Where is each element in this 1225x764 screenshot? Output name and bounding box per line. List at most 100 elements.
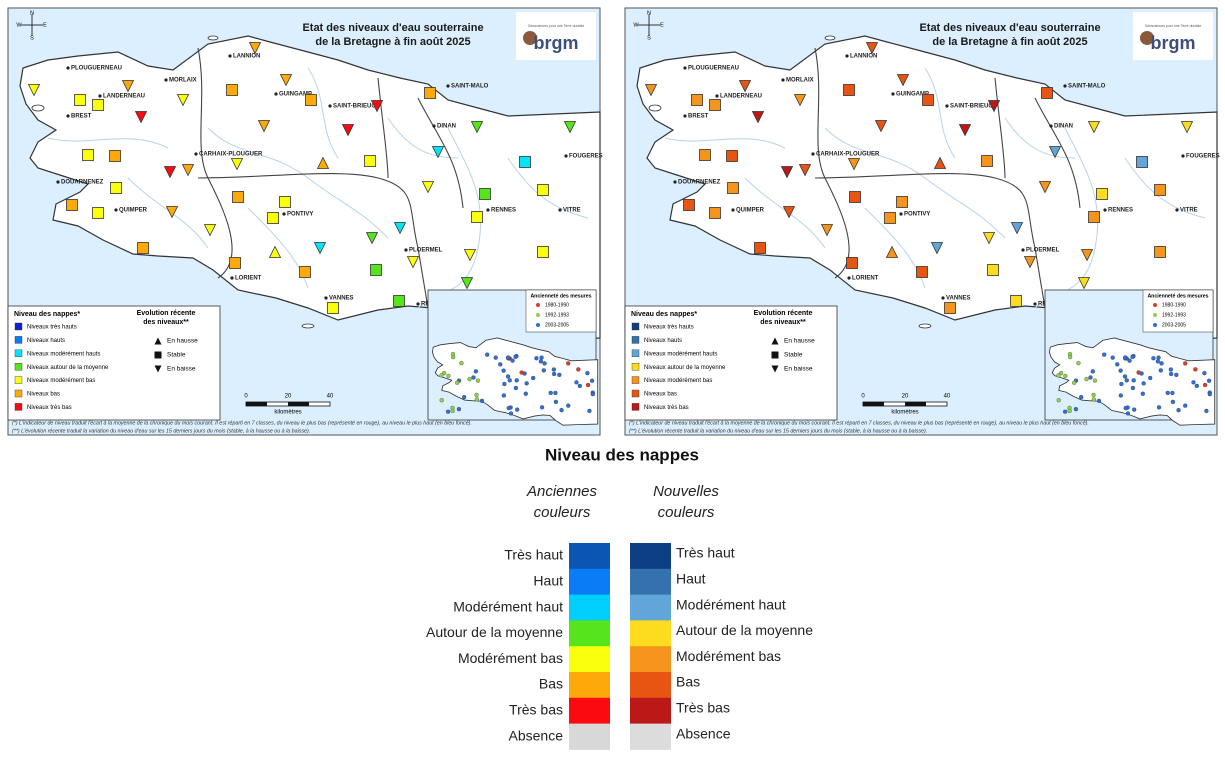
city-dot xyxy=(564,154,568,158)
inset-dot xyxy=(539,405,545,410)
evolution-symbol xyxy=(154,365,162,373)
city-dot xyxy=(98,94,102,98)
station-marker xyxy=(1038,181,1052,194)
inset-dot xyxy=(1115,362,1120,367)
city-dot xyxy=(404,248,408,252)
inset-dot xyxy=(1102,352,1107,357)
station-marker xyxy=(479,188,491,200)
inset-dot xyxy=(1168,367,1173,372)
inset-dot xyxy=(505,374,511,379)
city-dot xyxy=(486,208,490,212)
city-label: BREST xyxy=(688,114,709,120)
station-marker xyxy=(66,199,78,211)
inset-dot xyxy=(510,358,515,363)
compass xyxy=(21,14,43,36)
legend-swatch xyxy=(631,389,640,398)
station-marker xyxy=(751,111,765,124)
station-marker xyxy=(847,158,861,171)
scale-label: 20 xyxy=(902,394,909,400)
city-label: MORLAIX xyxy=(786,78,814,84)
inset-dot xyxy=(493,355,498,360)
city-label: PONTIVY xyxy=(287,212,313,218)
footnote: (*) L'indicateur de niveau traduit l'éca… xyxy=(12,420,472,426)
city-dot xyxy=(1063,84,1067,88)
legend-title: Niveau des nappes* xyxy=(631,311,697,318)
inset-dot xyxy=(1088,375,1093,380)
inset-dot xyxy=(502,381,507,387)
legend-swatch xyxy=(631,322,640,331)
old-label: Autour de la moyenne xyxy=(426,624,563,640)
compass-label: N xyxy=(30,10,34,16)
city-label: QUIMPER xyxy=(736,208,765,214)
inset-dot xyxy=(506,355,511,360)
city-dot xyxy=(1181,154,1185,158)
new-label: Autour de la moyenne xyxy=(676,622,813,638)
city-dot xyxy=(1103,208,1107,212)
city-dot xyxy=(731,208,735,212)
legend-swatch xyxy=(631,349,640,357)
city-dot xyxy=(416,302,420,306)
inset-dot xyxy=(508,411,514,416)
city-label: FOUGERES xyxy=(1186,154,1220,160)
new-label: Bas xyxy=(676,674,700,690)
city-label: SAINT-BRIEUC xyxy=(333,104,376,110)
scale-label: 0 xyxy=(244,394,248,400)
city-dot xyxy=(899,212,903,216)
old-heading: Anciennes xyxy=(526,483,598,500)
old-swatch xyxy=(569,568,610,596)
city-dot xyxy=(324,296,328,300)
city-dot xyxy=(432,124,436,128)
city-dot xyxy=(558,208,562,212)
inset-dot xyxy=(551,367,556,372)
city-label: LANNION xyxy=(850,54,877,60)
inset-dot xyxy=(1091,397,1096,402)
legend-swatch xyxy=(14,336,23,344)
station-marker xyxy=(896,196,908,208)
city-label: LORIENT xyxy=(852,276,879,282)
station-marker xyxy=(738,80,752,93)
footnote: (**) L'évolution récente traduit la vari… xyxy=(12,428,310,434)
inset-legend-dot xyxy=(1153,303,1157,307)
inset-dot xyxy=(485,352,490,357)
river xyxy=(247,207,309,289)
city-dot xyxy=(114,208,118,212)
footnote: (*) L'indicateur de niveau traduit l'éca… xyxy=(629,420,1089,426)
legend-label: Niveaux très bas xyxy=(644,405,689,411)
station-marker xyxy=(846,257,858,269)
city-dot xyxy=(811,152,815,156)
inset-legend-dot xyxy=(536,303,540,307)
city-dot xyxy=(891,92,895,96)
inset-dot xyxy=(1194,383,1199,389)
legend-label: Niveaux bas xyxy=(27,392,60,398)
city-label: LANDERNEAU xyxy=(103,94,145,100)
new-heading: couleurs xyxy=(658,504,715,521)
legend-box xyxy=(624,305,838,421)
inset-dot xyxy=(1110,355,1115,360)
inset-dot xyxy=(1118,393,1123,398)
inset-dot xyxy=(1130,354,1135,359)
old-swatch xyxy=(569,543,610,570)
station-marker xyxy=(279,196,291,208)
inset-dot xyxy=(1127,358,1132,363)
station-marker xyxy=(820,224,834,237)
inset-dot xyxy=(513,354,518,359)
station-marker xyxy=(843,84,855,96)
station-marker xyxy=(691,94,703,106)
legend-label: Niveaux modérément bas xyxy=(27,378,95,384)
inset-dot xyxy=(548,390,553,396)
inset-dot xyxy=(587,408,592,414)
inset-legend-label: 2003-2005 xyxy=(545,322,569,328)
city-label: GUINGAMP xyxy=(279,92,312,98)
legend-label: Niveaux modérément hauts xyxy=(644,351,717,357)
old-swatch xyxy=(569,620,610,647)
legend-title: Niveau des nappes* xyxy=(14,311,80,318)
city-label: VANNES xyxy=(329,296,354,302)
city-label: BREST xyxy=(71,114,92,120)
city-label: DOUARNENEZ xyxy=(678,180,721,186)
land xyxy=(636,35,1218,343)
logo-tagline: Géosciences pour une Terre durable xyxy=(528,24,585,28)
station-marker xyxy=(1041,87,1053,99)
city-dot xyxy=(282,212,286,216)
inset-dot xyxy=(589,378,595,383)
river xyxy=(824,127,1006,239)
